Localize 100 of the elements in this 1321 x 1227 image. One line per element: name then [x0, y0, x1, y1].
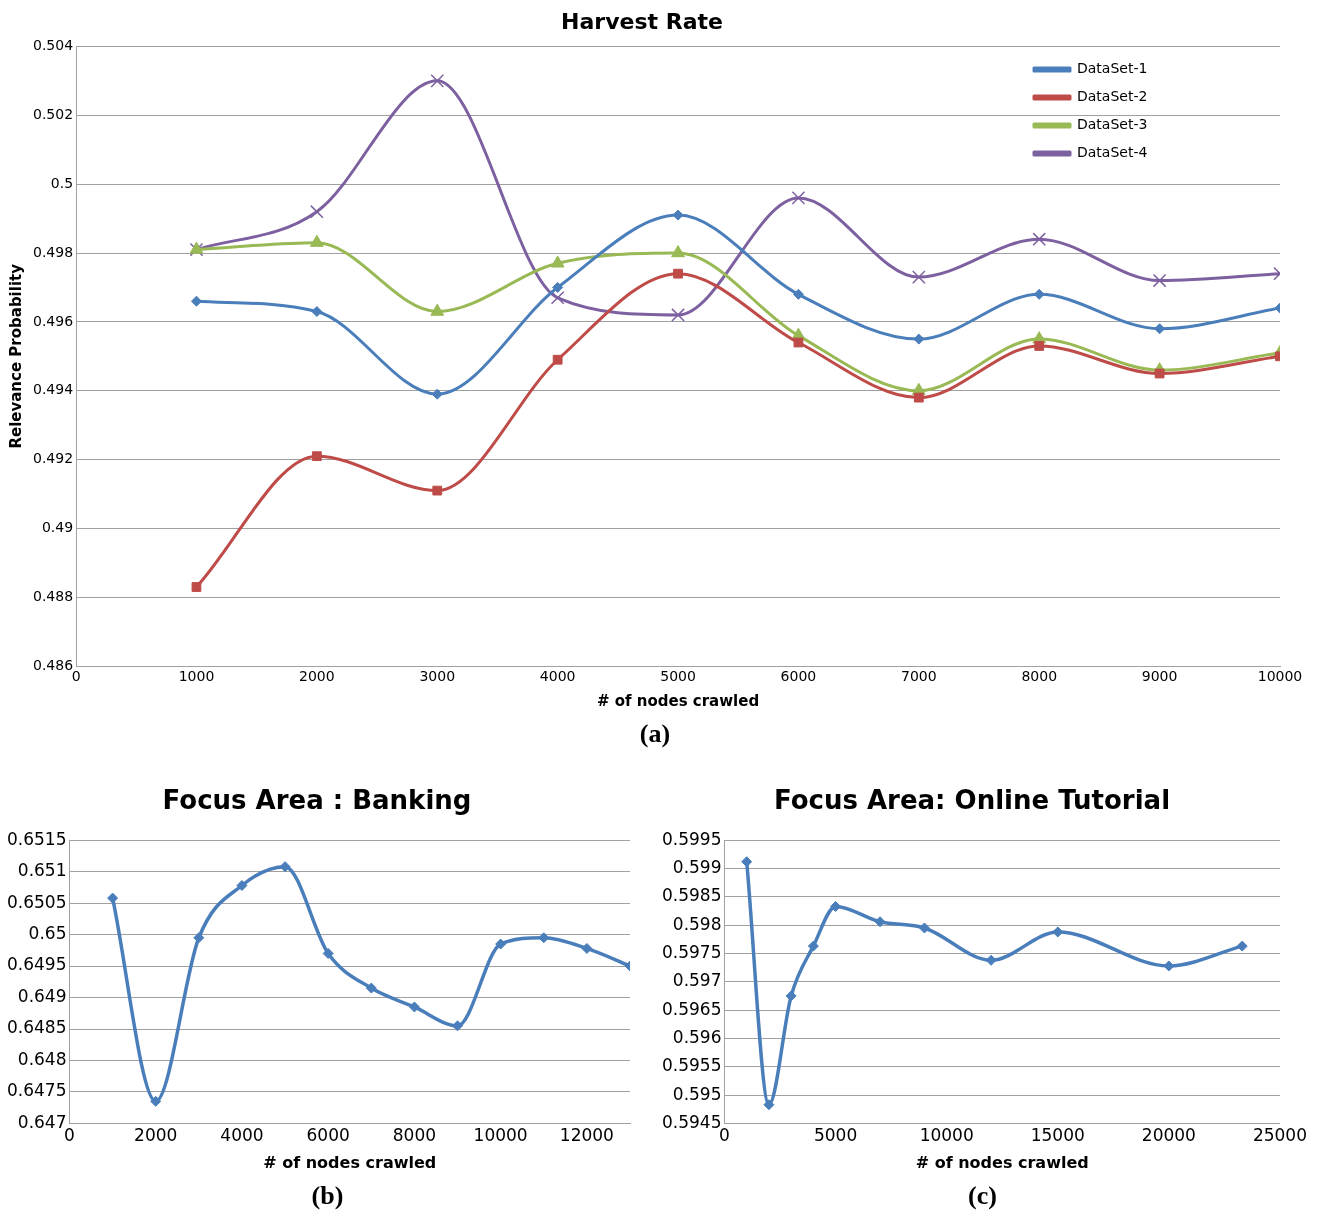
point [190, 295, 202, 307]
point [792, 288, 804, 300]
x-tick-label: 10000 [919, 1125, 974, 1146]
x-tick-label: 5000 [813, 1125, 858, 1146]
point [310, 204, 324, 219]
y-tick-label: 0.596 [672, 1026, 722, 1047]
legend-label: DataSet-2 [1077, 88, 1148, 105]
x-tick-label: 9000 [1141, 668, 1178, 685]
y-tick-label: 0.5955 [662, 1055, 722, 1076]
point [918, 922, 930, 934]
point [279, 861, 291, 873]
point [311, 451, 322, 462]
point [673, 268, 683, 279]
point [365, 982, 377, 994]
point [311, 306, 323, 318]
y-tick-label: 0.6515 [7, 828, 67, 849]
y-tick-label: 0.651 [17, 860, 67, 881]
y-tick-label: 0.6505 [7, 891, 67, 912]
point [874, 916, 886, 928]
point [550, 290, 565, 305]
point [807, 940, 819, 952]
point [1152, 273, 1167, 288]
x-tick-label: 0 [64, 1125, 75, 1146]
x-tick-label: 4000 [220, 1125, 264, 1146]
point [432, 485, 443, 496]
chart-title: Focus Area: Online Tutorial [773, 785, 1171, 816]
x-tick-label: 8000 [392, 1125, 437, 1146]
point [236, 880, 248, 892]
point [793, 337, 804, 348]
x-tick-label: 0 [719, 1125, 730, 1146]
x-tick-label: 6000 [780, 668, 817, 685]
y-tick-label: 0.5995 [662, 828, 722, 849]
x-tick-label: 20000 [1141, 1125, 1196, 1146]
point [309, 234, 324, 247]
point [193, 932, 205, 944]
y-tick-label: 0.597 [672, 970, 722, 991]
point [552, 354, 563, 365]
legend-label: DataSet-4 [1077, 144, 1148, 161]
x-tick-label: 2000 [299, 668, 335, 685]
x-axis-title: # of nodes crawled [915, 1152, 1089, 1172]
y-tick-label: 0.504 [32, 37, 74, 54]
point [1236, 940, 1248, 952]
point [452, 1020, 464, 1032]
y-tick-label: 0.6475 [7, 1080, 67, 1101]
y-tick-label: 0.498 [32, 243, 74, 260]
x-tick-label: 6000 [306, 1125, 350, 1146]
y-tick-label: 0.5975 [662, 941, 722, 962]
point [191, 582, 202, 592]
x-tick-label: 15000 [1030, 1125, 1085, 1146]
y-axis-title: Relevance Probability [6, 263, 25, 449]
y-tick-label: 0.496 [32, 312, 74, 329]
y-tick-label: 0.648 [17, 1048, 67, 1069]
text: (a) [638, 719, 672, 749]
y-tick-label: 0.599 [672, 856, 722, 877]
y-tick-label: 0.598 [672, 913, 722, 934]
point [430, 74, 445, 88]
text: (b) [310, 1181, 345, 1211]
point [791, 191, 806, 205]
y-tick-label: 0.486 [32, 656, 74, 673]
legend-label: DataSet-1 [1077, 60, 1148, 77]
x-tick-label: 0 [71, 668, 81, 685]
point [322, 947, 334, 959]
y-tick-label: 0.494 [32, 381, 74, 398]
y-tick-label: 0.492 [32, 450, 74, 467]
y-tick-label: 0.6495 [7, 954, 67, 975]
point [581, 942, 593, 954]
x-tick-label: 8000 [1021, 668, 1058, 685]
point [1032, 232, 1047, 247]
y-tick-label: 0.5 [50, 174, 74, 191]
x-tick-label: 5000 [660, 668, 696, 685]
point [408, 1001, 420, 1013]
point [671, 245, 685, 258]
point [150, 1095, 162, 1107]
point [552, 281, 564, 293]
x-tick-label: 7000 [901, 668, 937, 685]
point [763, 1099, 775, 1111]
point [985, 954, 997, 966]
point [1034, 341, 1045, 351]
point [671, 308, 685, 322]
point [550, 255, 565, 268]
point [430, 303, 445, 316]
x-tick-label: 25000 [1252, 1125, 1308, 1146]
y-tick-label: 0.488 [32, 587, 74, 604]
y-tick-label: 0.49 [41, 519, 74, 536]
x-tick-label: 4000 [539, 668, 576, 685]
text: (c) [967, 1181, 998, 1211]
point [107, 892, 119, 904]
x-tick-label: 10000 [1257, 668, 1303, 685]
x-axis-title: # of nodes crawled [596, 691, 760, 710]
y-tick-label: 0.5965 [662, 998, 722, 1019]
x-tick-label: 10000 [473, 1125, 528, 1146]
chart-title: Harvest Rate [561, 8, 723, 34]
y-tick-label: 0.6485 [7, 1017, 67, 1038]
x-tick-label: 12000 [559, 1125, 614, 1146]
point [1154, 368, 1165, 379]
legend-label: DataSet-3 [1077, 116, 1148, 133]
y-tick-label: 0.649 [17, 985, 67, 1006]
chart-title: Focus Area : Banking [162, 785, 472, 816]
y-tick-label: 0.65 [28, 923, 67, 944]
point [911, 270, 926, 284]
